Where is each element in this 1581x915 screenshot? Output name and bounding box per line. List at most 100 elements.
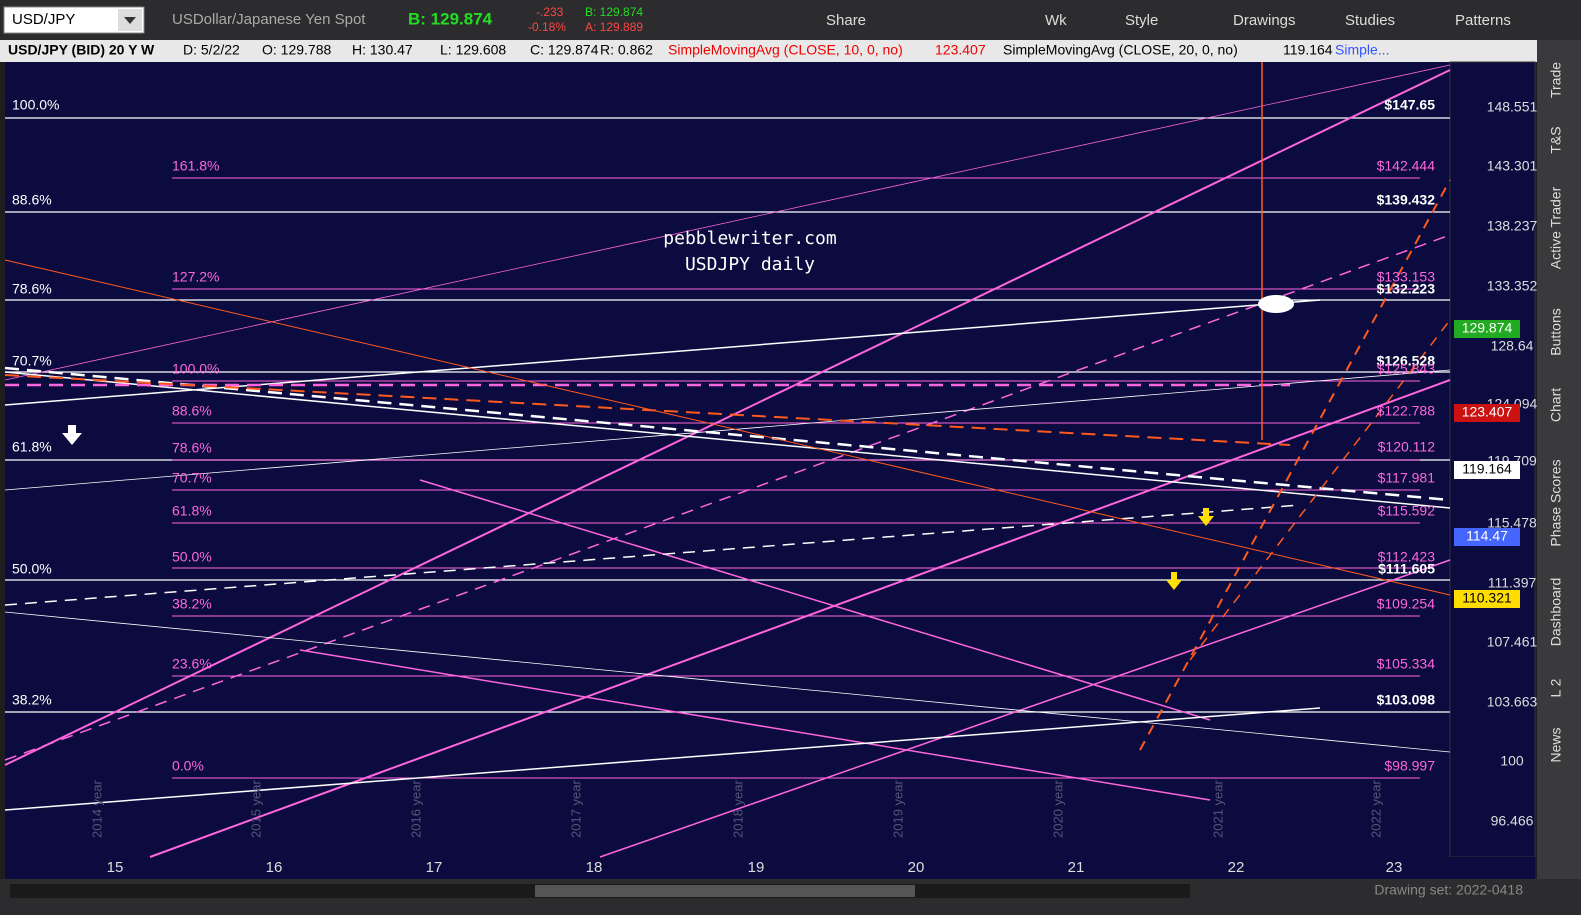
down-arrow [1198,508,1214,526]
trend-line [149,379,1451,858]
price-label: $103.098 [1377,692,1436,708]
side-tab[interactable]: Trade [1548,62,1564,98]
fib-label: 100.0% [172,361,219,377]
dropdown-arrow [124,17,136,24]
side-tab[interactable]: Chart [1548,388,1564,422]
fib-label: 161.8% [172,158,219,174]
toolbar-button[interactable]: Share [826,12,866,29]
toolbar-button[interactable]: Drawings [1233,12,1296,29]
toolbar-button[interactable]: Style [1125,12,1158,29]
change: -.233 [536,5,564,19]
header-title: USD/JPY (BID) 20 Y W [8,42,155,58]
trend-line [4,64,1451,381]
fib-label: 127.2% [172,269,219,285]
side-tab[interactable]: Dashboard [1548,578,1564,647]
price-tick: 111.397 [1488,575,1537,591]
price-tick: 148.551 [1487,99,1538,115]
price-badge [1454,320,1520,338]
trend-line [4,374,1291,446]
scrollbar-thumb[interactable] [535,885,915,897]
price-label: $126.528 [1377,353,1436,369]
fib-label: 23.6% [172,656,212,672]
bid-small: B: 129.874 [585,5,643,19]
trend-line [1139,179,1451,751]
year-label: 2019 year [890,780,905,838]
fib-label: 88.6% [172,403,212,419]
price-label: $139.432 [1377,192,1436,208]
side-panel [1537,40,1581,915]
price-label: $111.605 [1378,561,1435,577]
year-label: 2016 year [408,780,423,838]
fib-label: 100.0% [12,97,59,113]
symbol: USD/JPY [12,11,75,28]
fib-label: 88.6% [12,192,52,208]
price-badge-text: 119.164 [1462,461,1512,477]
side-tab[interactable]: Phase Scores [1548,459,1564,546]
price-badge-text: 114.47 [1466,528,1508,544]
trend-line [4,69,1451,766]
price-tick: 115.478 [1487,515,1537,531]
header-study2-value: 119.164 [1283,42,1333,58]
change-pct: -0.18% [528,20,566,34]
fib-label: 50.0% [172,549,212,565]
down-arrow [62,425,82,445]
bid: B: 129.874 [408,9,493,28]
price-label: $133.153 [1377,269,1436,285]
time-tick: 18 [586,859,603,876]
header-date: D: 5/2/22 [183,42,240,58]
header-open: O: 129.788 [262,42,331,58]
time-tick: 20 [908,859,925,876]
year-label: 2015 year [248,780,263,838]
toolbar-button[interactable]: Patterns [1455,12,1511,29]
year-label: 2018 year [730,780,745,838]
toolbar-button[interactable]: Wk [1045,12,1067,29]
price-tick: 128.64 [1491,338,1534,354]
price-badge [1454,590,1520,608]
trend-line [4,371,1451,509]
toolbar-button[interactable]: Studies [1345,12,1395,29]
price-label: $142.444 [1377,158,1436,174]
side-tab[interactable]: L 2 [1548,678,1564,697]
price-badge-text: 129.874 [1462,320,1513,336]
price-tick: 133.352 [1487,278,1538,294]
year-label: 2020 year [1050,780,1065,838]
header-range: R: 0.862 [600,42,653,58]
down-arrow [1166,572,1182,590]
fib-label: 0.0% [172,758,204,774]
price-tick: 103.663 [1487,694,1538,710]
trend-line [4,299,1321,406]
price-badge-text: 123.407 [1462,404,1513,420]
price-axis [1449,61,1536,858]
time-tick: 22 [1228,859,1245,876]
header-study1: SimpleMovingAvg (CLOSE, 10, 0, no) [668,42,903,58]
time-tick: 23 [1386,859,1403,876]
highlight-ellipse [1258,295,1294,313]
side-tab[interactable]: T&S [1548,126,1564,153]
price-badge [1454,528,1520,546]
trend-line [599,559,1451,858]
year-label: 2014 year [89,780,104,838]
trend-line [4,369,1451,491]
drawing-set: Drawing set: 2022-0418 [1374,882,1523,898]
header-study1-value: 123.407 [935,42,986,58]
year-label: 2017 year [568,780,583,838]
fib-label: 70.7% [12,353,52,369]
price-label: $147.65 [1384,97,1435,113]
price-label: $122.788 [1377,403,1436,419]
fib-label: 50.0% [12,561,52,577]
header-study2: SimpleMovingAvg (CLOSE, 20, 0, no) [1003,42,1238,58]
side-tab[interactable]: Active Trader [1548,186,1564,269]
time-tick: 19 [748,859,765,876]
trend-line [4,611,1451,753]
price-tick: 143.301 [1487,158,1538,174]
annotation: pebblewriter.com [663,228,836,249]
trend-line [4,234,1451,761]
price-tick: 96.466 [1491,813,1534,829]
price-label: $105.334 [1377,656,1436,672]
side-tab[interactable]: Buttons [1548,308,1564,355]
side-tab[interactable]: News [1548,727,1564,762]
trend-line [299,649,1211,801]
price-label: $112.423 [1378,549,1436,565]
